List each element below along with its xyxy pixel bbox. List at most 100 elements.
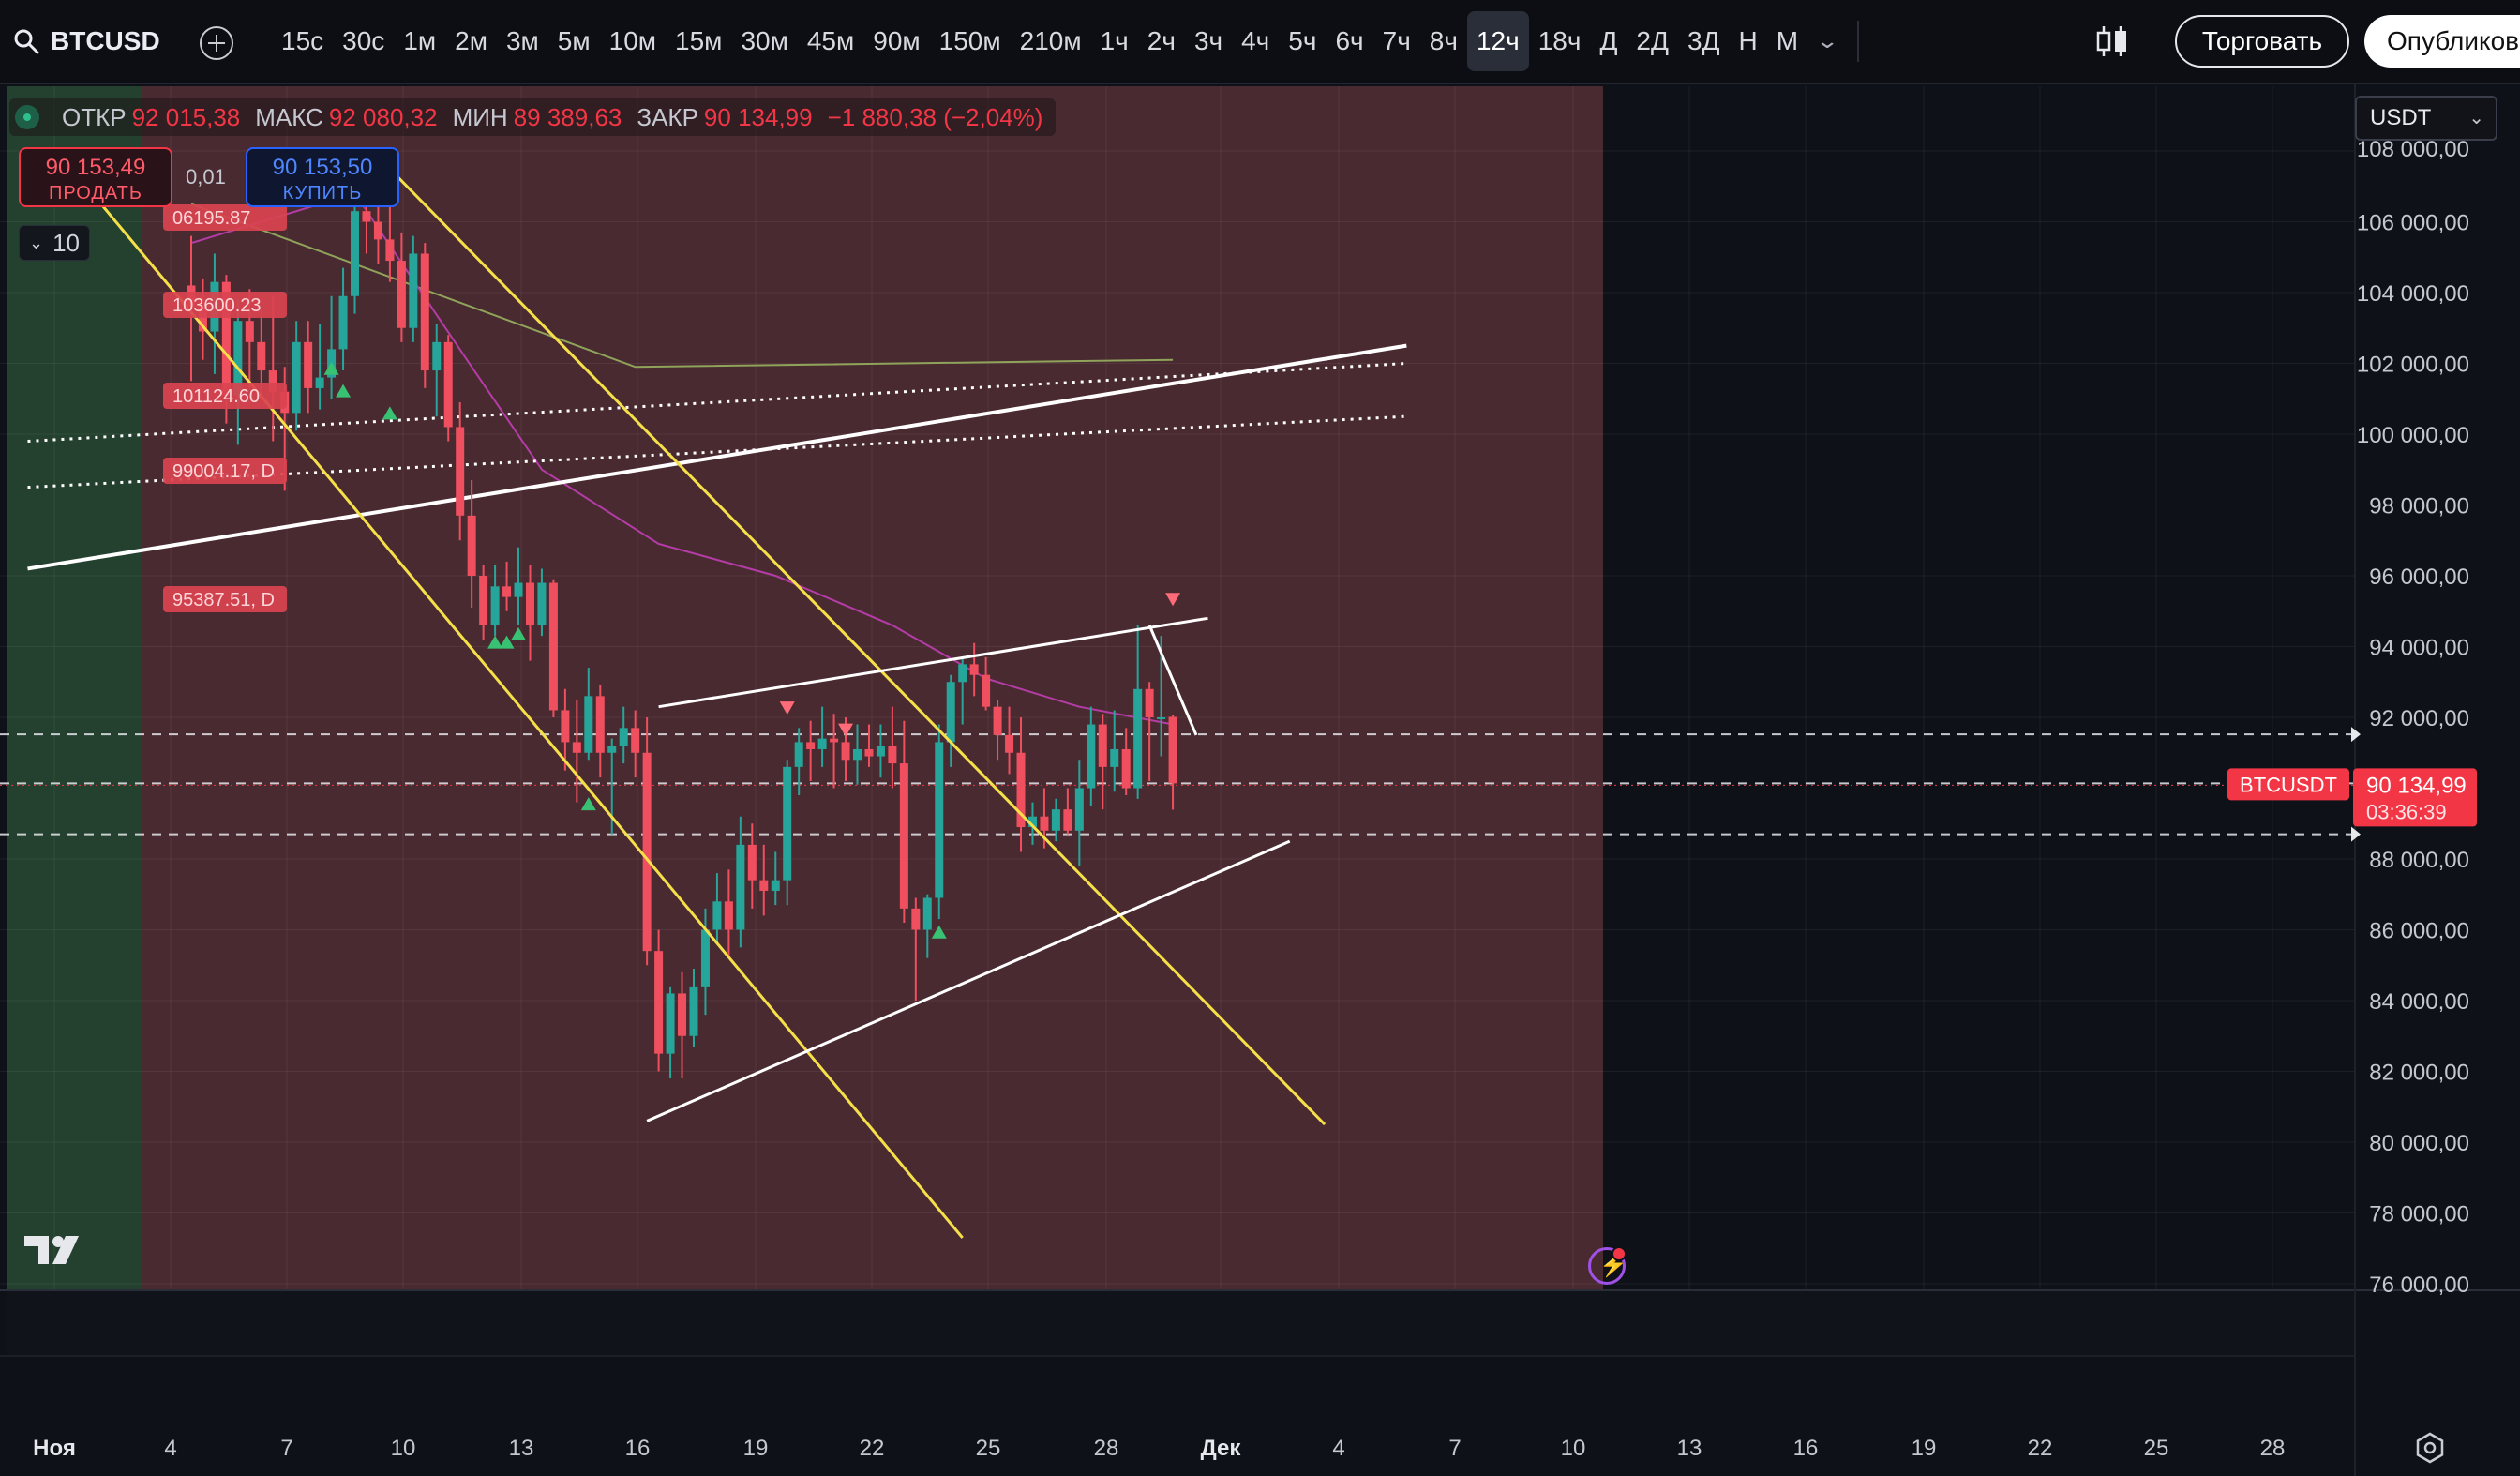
candle-body	[502, 586, 512, 597]
search-icon	[14, 29, 39, 54]
time-tick-label: 28	[2260, 1436, 2286, 1461]
interval-26[interactable]: Н	[1738, 26, 1758, 55]
interval-23[interactable]: Д	[1599, 26, 1618, 55]
level-label-box	[163, 292, 287, 318]
interval-11[interactable]: 150м	[938, 26, 1001, 55]
interval-5[interactable]: 5м	[557, 26, 591, 55]
indicators-toggle[interactable]: ⌄ 10	[19, 225, 91, 261]
yellow-trend-line[interactable]	[371, 149, 1327, 1126]
dotted-trend-line[interactable]	[27, 362, 1407, 444]
level-label[interactable]: 101124.60	[163, 383, 287, 409]
interval-7[interactable]: 15м	[675, 26, 723, 55]
interval-18[interactable]: 6ч	[1335, 26, 1364, 55]
channel-line[interactable]	[646, 839, 1291, 1122]
channel-line[interactable]	[1148, 625, 1198, 736]
candle-body	[666, 993, 675, 1054]
interval-17[interactable]: 5ч	[1288, 26, 1317, 55]
symbol-tag-box	[2228, 768, 2349, 801]
price-tick-label: 82 000,00	[2369, 1061, 2469, 1086]
publish-button[interactable]: Опубликовать	[2364, 15, 2520, 68]
candle-body	[1098, 724, 1107, 767]
settings-gear-icon[interactable]	[2413, 1431, 2447, 1465]
high-value: 92 080,32	[328, 102, 438, 131]
candle-body	[561, 710, 570, 743]
interval-8[interactable]: 30м	[741, 26, 788, 55]
sell-button[interactable]: 90 153,49 ПРОДАТЬ	[19, 147, 172, 207]
candle-body	[233, 321, 243, 396]
time-tick-label: 4	[1332, 1436, 1344, 1461]
candle-body	[678, 993, 687, 1036]
candle-body	[642, 752, 652, 952]
interval-1[interactable]: 30с	[342, 26, 385, 55]
countdown-text: 03:36:39	[2366, 800, 2447, 823]
level-label-text: 103600.23	[172, 295, 262, 316]
lightning-alert-icon[interactable]: ⚡	[1588, 1246, 1628, 1285]
level-label[interactable]: 95387.51, D	[163, 586, 287, 612]
interval-20[interactable]: 8ч	[1429, 26, 1458, 55]
white-trend-line[interactable]	[27, 343, 1407, 571]
candle-body	[794, 742, 803, 767]
buy-price: 90 153,50	[272, 155, 373, 180]
candle-body	[362, 211, 371, 222]
trade-button[interactable]: Торговать	[2175, 15, 2349, 68]
time-tick-label: 13	[509, 1436, 534, 1461]
level-label[interactable]: 06195.87	[163, 204, 287, 231]
yellow-trend-line[interactable]	[55, 150, 964, 1239]
interval-19[interactable]: 7ч	[1382, 26, 1411, 55]
interval-13[interactable]: 1ч	[1100, 26, 1129, 55]
candle-body	[689, 986, 698, 1036]
interval-24[interactable]: 2Д	[1636, 26, 1669, 55]
candle-body	[268, 370, 278, 392]
tradingview-logo-icon[interactable]	[22, 1232, 88, 1268]
market-status-icon	[15, 105, 39, 129]
top-toolbar: BTCUSD 15с 30с 1м 2м 3м 5м 10м 15м 30м 45м 90м 150м…	[0, 0, 2520, 84]
price-tick-label: 94 000,00	[2369, 636, 2469, 661]
buy-signal-marker	[382, 406, 398, 420]
currency-value: USDT	[2370, 105, 2432, 130]
interval-14[interactable]: 2ч	[1147, 26, 1176, 55]
interval-4[interactable]: 3м	[505, 26, 539, 55]
candle-body	[595, 696, 605, 753]
candles-chart-type-icon[interactable]	[2093, 23, 2131, 60]
interval-21[interactable]: 12ч	[1466, 11, 1529, 71]
candle-body	[409, 253, 418, 328]
candle-body	[771, 880, 780, 891]
interval-10[interactable]: 90м	[873, 26, 921, 55]
candle-body	[420, 253, 429, 371]
price-tick-label: 86 000,00	[2369, 919, 2469, 944]
level-label[interactable]: 99004.17, D	[163, 458, 287, 484]
price-chart[interactable]: 06195.87 103600.23 101124.60 99004.17, D 953…	[0, 84, 2520, 1476]
chart-area[interactable]: 06195.87 103600.23 101124.60 99004.17, D 953…	[0, 84, 2520, 1476]
interval-6[interactable]: 10м	[608, 26, 657, 55]
buy-button[interactable]: 90 153,50 КУПИТЬ	[246, 147, 399, 207]
interval-27[interactable]: М	[1776, 26, 1799, 55]
candle-body	[1168, 716, 1178, 784]
level-label[interactable]: 103600.23	[163, 292, 287, 318]
level-label-text: 06195.87	[172, 208, 250, 229]
buy-signal-marker	[511, 626, 527, 640]
candle-body	[1016, 752, 1026, 828]
close-label: ЗАКР	[637, 102, 698, 131]
red-highlight-zone	[142, 86, 1603, 1290]
symbol-search[interactable]: BTCUSD	[13, 21, 160, 62]
interval-9[interactable]: 45м	[806, 26, 855, 55]
interval-12[interactable]: 210м	[1019, 26, 1082, 55]
compare-add-icon[interactable]	[200, 26, 233, 60]
interval-2[interactable]: 1м	[403, 26, 437, 55]
interval-16[interactable]: 4ч	[1241, 26, 1270, 55]
interval-22[interactable]: 18ч	[1538, 26, 1582, 55]
channel-line[interactable]	[658, 616, 1208, 709]
time-tick-label: 10	[391, 1436, 416, 1461]
interval-25[interactable]: 3Д	[1687, 26, 1720, 55]
interval-0[interactable]: 15с	[281, 26, 324, 55]
candle-body	[338, 295, 348, 350]
time-tick-label: 22	[2028, 1436, 2053, 1461]
chevron-down-icon[interactable]: ⌄	[1815, 29, 1840, 53]
candle-body	[257, 341, 266, 371]
interval-3[interactable]: 2м	[455, 26, 488, 55]
interval-15[interactable]: 3ч	[1193, 26, 1223, 55]
time-tick-label: 22	[860, 1436, 885, 1461]
level-label-box	[163, 383, 287, 409]
time-tick-label: 25	[2144, 1436, 2169, 1461]
currency-select[interactable]: USDT ⌄	[2355, 96, 2498, 141]
